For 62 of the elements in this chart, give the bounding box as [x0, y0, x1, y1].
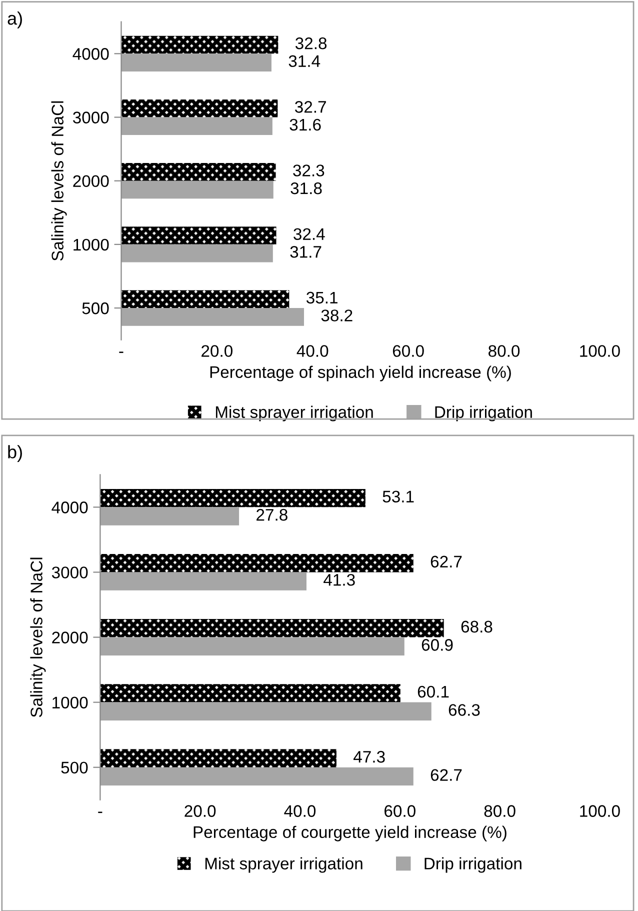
- bar: [100, 749, 336, 768]
- bar: [100, 637, 404, 656]
- bar: [100, 488, 366, 508]
- bar: [100, 554, 414, 572]
- x-tick-label: 40.0: [296, 345, 328, 357]
- data-label: 66.3: [448, 704, 480, 716]
- x-tick-label: 60.0: [384, 805, 416, 817]
- data-label: 62.7: [430, 769, 462, 781]
- y-tick-label: 1000: [52, 696, 88, 708]
- data-label: 32.4: [294, 228, 325, 240]
- data-label: 31.4: [288, 55, 320, 68]
- y-tick-label: 4000: [72, 48, 109, 60]
- bar: [100, 684, 400, 702]
- data-label: 35.1: [306, 292, 338, 304]
- y-tick-label: 500: [61, 762, 88, 774]
- data-label: 27.8: [256, 508, 288, 521]
- bar: [100, 572, 306, 590]
- x-tick-label: 20.0: [184, 805, 216, 817]
- bar: [100, 619, 444, 638]
- legend-label: Drip irrigation: [435, 406, 532, 422]
- x-tick-label: 60.0: [392, 345, 424, 357]
- x-tick-label: 40.0: [284, 805, 316, 817]
- y-axis-title: Salinity levels of NaCl: [30, 558, 46, 718]
- x-axis-title: Percentage of spinach yield increase (%): [210, 366, 511, 382]
- x-tick-label: 80.0: [484, 805, 516, 817]
- y-tick-label: 1000: [74, 238, 109, 251]
- x-tick-label: -: [119, 352, 124, 353]
- x-axis-title: Percentage of courgette yield increase (%): [194, 826, 506, 842]
- data-label: 62.7: [430, 556, 462, 568]
- bar: [100, 702, 432, 721]
- legend-label: Mist sprayer irrigation: [205, 857, 362, 873]
- bar: [100, 767, 414, 786]
- data-label: 60.1: [418, 686, 449, 698]
- data-label: 31.6: [290, 118, 321, 131]
- x-tick-label: -: [98, 812, 102, 814]
- data-label: 38.2: [321, 310, 352, 322]
- y-axis-title: Salinity levels of NaCl: [51, 101, 67, 261]
- legend-label: Drip irrigation: [424, 857, 522, 873]
- data-label: 41.3: [324, 574, 355, 586]
- x-tick-label: 100.0: [580, 345, 620, 357]
- data-label: 47.3: [354, 750, 385, 763]
- data-label: 31.8: [290, 182, 322, 194]
- data-label: 32.8: [295, 37, 327, 50]
- text: a): [8, 12, 22, 28]
- y-tick-label: 3000: [72, 112, 109, 124]
- data-label: 32.7: [294, 101, 326, 113]
- data-label: 68.8: [461, 620, 492, 633]
- data-label: 60.9: [422, 639, 453, 651]
- x-tick-label: 20.0: [202, 345, 232, 357]
- bar: [100, 507, 240, 526]
- x-tick-label: 80.0: [488, 345, 520, 357]
- data-label: 31.7: [290, 246, 322, 258]
- data-label: 53.1: [382, 490, 414, 503]
- legend-label: Mist sprayer irrigation: [216, 406, 373, 422]
- y-tick-label: 3000: [52, 566, 88, 578]
- y-tick-label: 4000: [52, 502, 88, 514]
- data-label: 32.3: [293, 164, 324, 176]
- y-tick-label: 500: [82, 302, 109, 314]
- y-tick-label: 2000: [52, 632, 88, 644]
- text: b): [8, 445, 22, 462]
- y-tick-label: 2000: [73, 175, 109, 188]
- x-tick-label: 100.0: [580, 805, 620, 817]
